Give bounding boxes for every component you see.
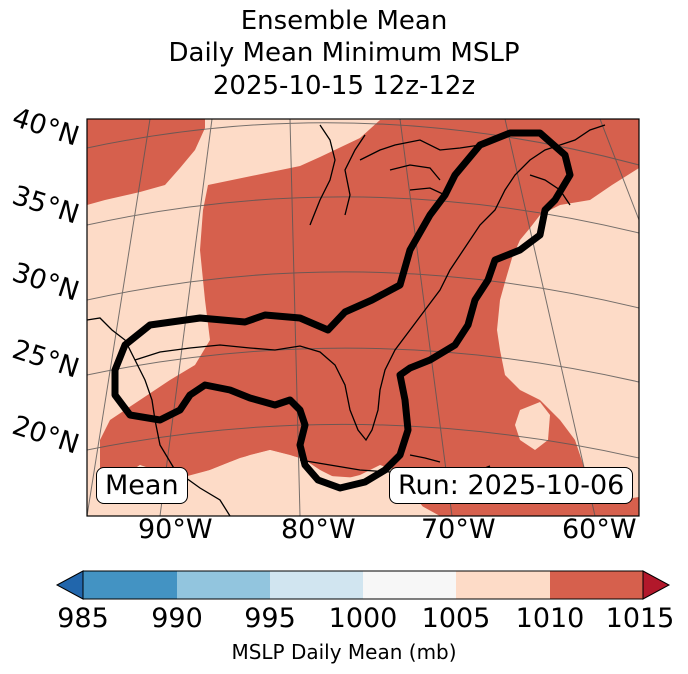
colorbar-tick-985: 985 <box>57 603 109 634</box>
lon-tick-60w: 60°W <box>562 514 637 545</box>
colorbar-label: MSLP Daily Mean (mb) <box>231 640 457 664</box>
ensemble-contour <box>111 129 574 492</box>
colorbar-bin-1010-1015 <box>550 571 643 599</box>
colorbar <box>55 570 671 600</box>
colorbar-bin-1005-1010 <box>456 571 550 599</box>
colorbar-bin-990-995 <box>177 571 270 599</box>
pressure-field-east-light <box>540 205 639 390</box>
title-line-2: Daily Mean Minimum MSLP <box>168 38 520 68</box>
colorbar-tick-1010: 1010 <box>515 603 585 634</box>
lon-tick-80w: 80°W <box>281 514 356 545</box>
colorbar-bin-1000-1005 <box>363 571 456 599</box>
lon-tick-70w: 70°W <box>421 514 496 545</box>
pressure-field-1010 <box>87 119 639 516</box>
colorbar-bin-985-990 <box>83 571 177 599</box>
colorbar-tick-1005: 1005 <box>421 603 491 634</box>
colorbar-tick-990: 990 <box>151 603 203 634</box>
colorbar-bin-995-1000 <box>270 571 363 599</box>
colorbar-tick-1015: 1015 <box>605 603 675 634</box>
map-frame <box>86 118 640 517</box>
run-date-badge: Run: 2025-10-06 <box>389 467 634 504</box>
colorbar-tick-1000: 1000 <box>328 603 398 634</box>
pressure-field-island <box>515 402 550 450</box>
lon-tick-90w: 90°W <box>138 514 213 545</box>
title-line-3: 2025-10-15 12z-12z <box>212 71 476 101</box>
mean-badge: Mean <box>96 467 188 504</box>
colorbar-extend-low <box>55 570 84 600</box>
colorbar-tick-995: 995 <box>244 603 296 634</box>
colorbar-extend-high <box>642 570 671 600</box>
title-line-1: Ensemble Mean <box>240 6 448 36</box>
